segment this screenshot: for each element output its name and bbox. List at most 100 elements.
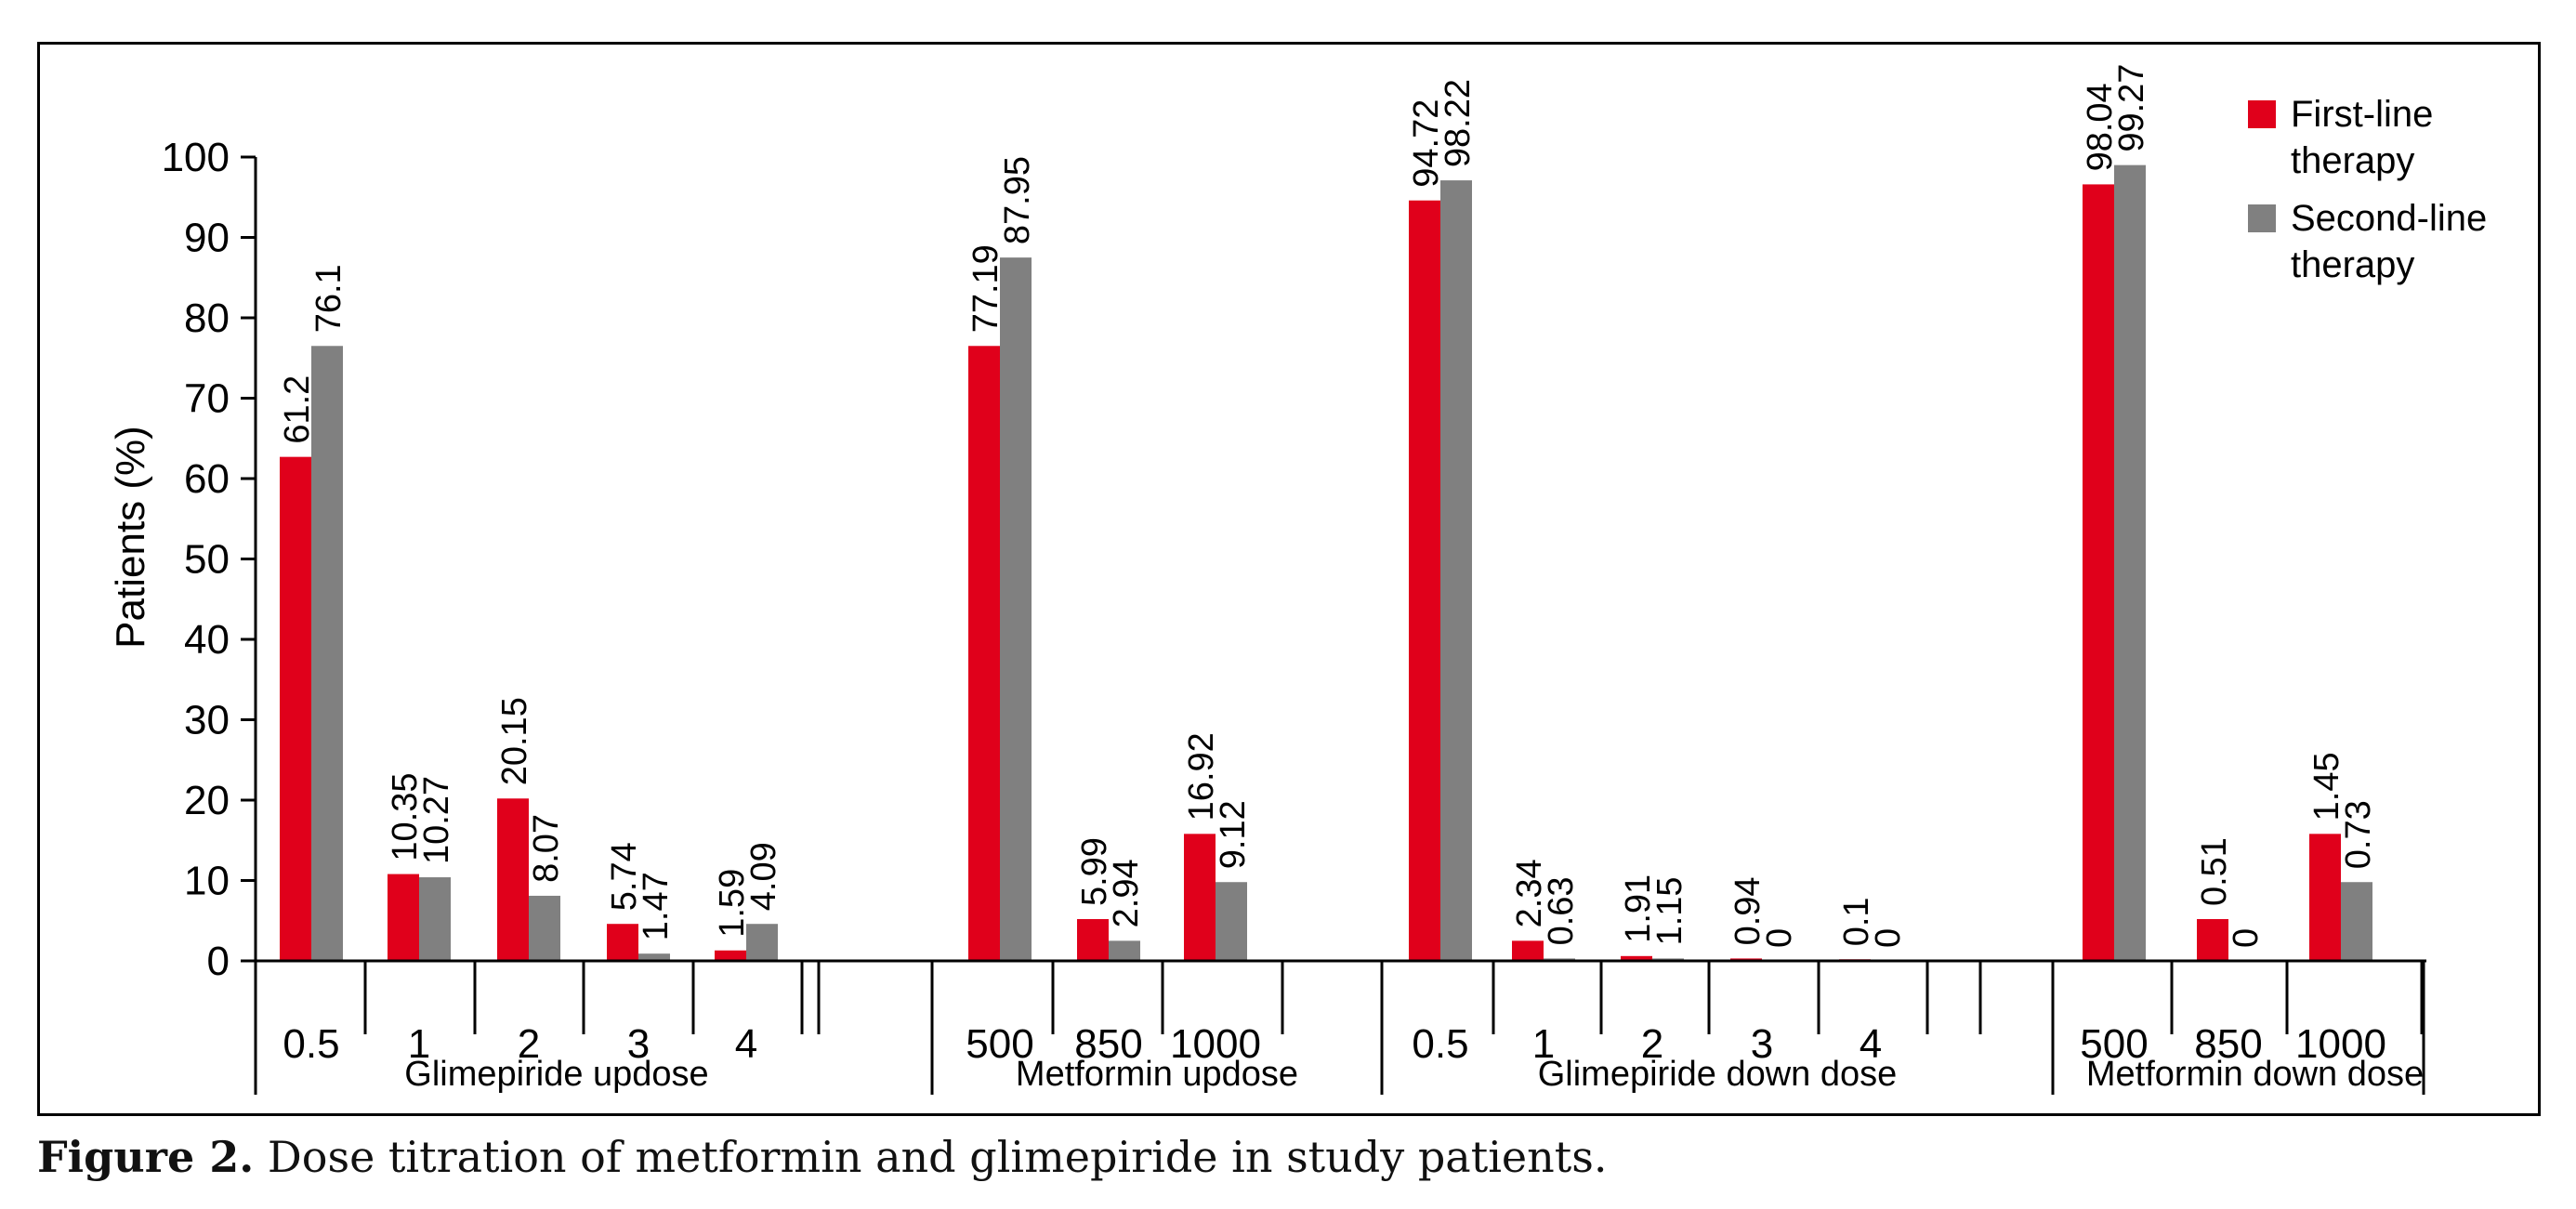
figure-caption: Figure 2. Dose titration of metformin an…	[37, 1132, 2537, 1182]
data-label: 77.19	[966, 244, 1005, 333]
legend-label: Second-line	[2291, 198, 2487, 239]
data-label: 10.35	[386, 772, 425, 861]
bar-first-line	[968, 346, 1000, 961]
y-tick-label: 20	[184, 778, 230, 823]
x-category-label: 0.5	[283, 1021, 339, 1067]
x-category-label: 2	[1641, 1021, 1663, 1067]
bar-second-line	[638, 953, 670, 961]
bar-first-line	[1077, 919, 1109, 961]
legend-label: therapy	[2291, 140, 2414, 181]
data-label: 4.09	[744, 842, 783, 911]
data-label: 99.27	[2112, 64, 2151, 152]
bar-first-line	[280, 456, 311, 961]
x-group-label: Glimepiride down dose	[1538, 1055, 1898, 1094]
bar-second-line	[1440, 180, 1472, 961]
data-label: 2.94	[1107, 859, 1146, 927]
x-category-label: 850	[2194, 1021, 2262, 1067]
legend: First-line therapy Second-line therapy	[2248, 94, 2487, 285]
data-label: 0.1	[1837, 897, 1876, 946]
bar-first-line	[497, 798, 529, 961]
x-axis: 0.5 1 2 3 4 Glimepiride updose 500 850 1000Metfo…	[254, 959, 2426, 1095]
bar-first-line	[2083, 184, 2114, 961]
x-group-label: Metformin updose	[1016, 1055, 1298, 1094]
figure-caption-text: Dose titration of metformin and glimepir…	[254, 1132, 1608, 1182]
data-label: 1.15	[1650, 876, 1689, 945]
y-axis: 0 10 20 30 40 50 60 70 80 90 100	[162, 135, 257, 984]
x-category-label: 1	[408, 1021, 430, 1067]
bar-first-line	[607, 924, 638, 961]
figure-label: Figure 2.	[37, 1132, 255, 1182]
x-category-label: 0.5	[1412, 1021, 1468, 1067]
data-label: 1.59	[713, 869, 752, 938]
data-label: 8.07	[527, 814, 566, 883]
x-category-label: 500	[2080, 1021, 2148, 1067]
data-label: 10.27	[417, 776, 456, 864]
data-label: 76.1	[309, 264, 348, 333]
bar-first-line	[1621, 955, 1652, 961]
data-label: 0.51	[2195, 837, 2234, 906]
y-tick-label: 80	[184, 296, 230, 341]
data-label: 0	[1869, 928, 1908, 948]
data-label: 0.63	[1542, 876, 1581, 945]
data-label: 20.15	[495, 697, 534, 785]
bar-second-line	[1216, 882, 1247, 961]
x-category-label: 4	[735, 1021, 757, 1067]
y-tick-label: 30	[184, 698, 230, 743]
x-category-label: 3	[627, 1021, 650, 1067]
y-tick-label: 100	[162, 135, 230, 180]
bar-first-line	[1409, 200, 1440, 961]
bar-first-line	[388, 874, 419, 961]
data-label: 9.12	[1214, 800, 1253, 869]
y-axis-title: Patients (%)	[108, 426, 153, 649]
bar-second-line	[311, 346, 343, 961]
data-label: 5.99	[1075, 837, 1114, 906]
bar-second-line	[1109, 940, 1140, 961]
x-group-label: Glimepiride updose	[404, 1055, 708, 1094]
data-label: 87.95	[998, 156, 1037, 244]
data-label: 98.04	[2081, 83, 2120, 171]
data-label: 1.91	[1619, 874, 1658, 943]
data-label: 98.22	[1439, 79, 1478, 167]
data-label: 0	[2227, 928, 2266, 948]
y-tick-label: 10	[184, 859, 230, 904]
bar-first-line	[715, 950, 746, 961]
data-label: 1.47	[637, 872, 676, 940]
bar-first-line	[2197, 919, 2228, 961]
data-label: 16.92	[1182, 732, 1221, 821]
bar-first-line	[1184, 834, 1216, 961]
bar-first-line	[2309, 834, 2341, 961]
x-category-label: 850	[1074, 1021, 1142, 1067]
bar-second-line	[2114, 164, 2146, 961]
data-label: 0	[1760, 928, 1799, 948]
data-label: 61.2	[278, 375, 317, 444]
legend-swatch	[2248, 204, 2276, 232]
x-category-label: 500	[966, 1021, 1033, 1067]
bar-second-line	[2341, 882, 2372, 961]
data-label: 1.45	[2307, 752, 2346, 821]
y-tick-label: 0	[207, 939, 230, 984]
x-category-label: 1	[1532, 1021, 1555, 1067]
data-label: 0.94	[1728, 876, 1768, 945]
chart-frame: 0 10 20 30 40 50 60 70 80 90 100 61.2 76.1 10.35 10.2…	[37, 42, 2541, 1116]
y-tick-label: 50	[184, 537, 230, 583]
y-tick-label: 90	[184, 216, 230, 261]
x-category-label: 1000	[1170, 1021, 1261, 1067]
y-tick-label: 40	[184, 617, 230, 663]
bar-second-line	[1000, 257, 1032, 961]
x-category-label: 3	[1751, 1021, 1773, 1067]
bar-second-line	[529, 895, 560, 961]
bar-second-line	[419, 877, 451, 961]
x-category-label: 4	[1860, 1021, 1882, 1067]
data-label: 94.72	[1407, 99, 1446, 188]
y-tick-label: 60	[184, 456, 230, 502]
data-label: 5.74	[605, 842, 644, 911]
bar-second-line	[746, 924, 778, 961]
legend-label: therapy	[2291, 244, 2414, 285]
legend-label: First-line	[2291, 94, 2433, 135]
legend-swatch	[2248, 100, 2276, 128]
x-category-label: 2	[518, 1021, 540, 1067]
bars	[280, 164, 2372, 961]
data-label: 2.34	[1510, 859, 1549, 927]
y-tick-label: 70	[184, 376, 230, 422]
